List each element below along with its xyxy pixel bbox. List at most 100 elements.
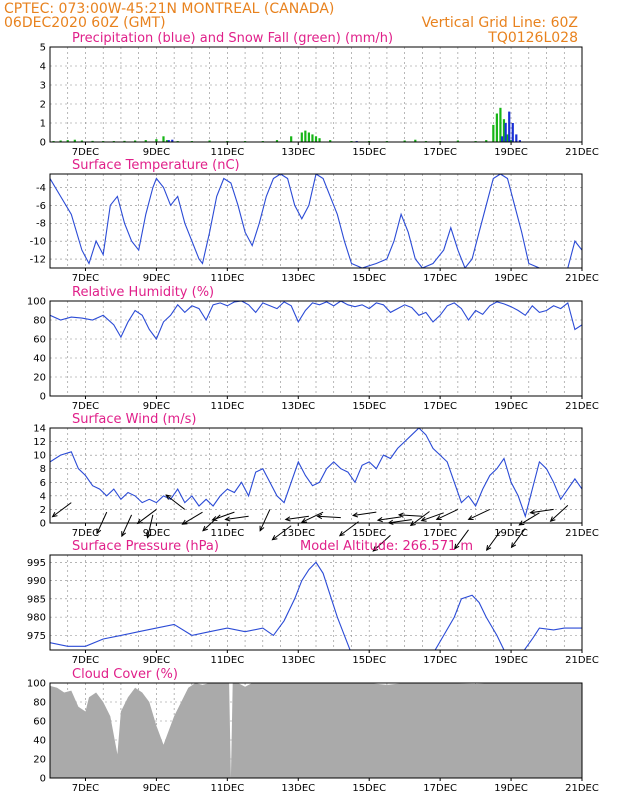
pressure-data: [50, 561, 582, 650]
snow-bar: [485, 140, 488, 142]
wind-arrow-head: [145, 532, 152, 539]
snow-bar: [329, 140, 332, 142]
wind-arrow-head: [51, 511, 58, 518]
precip-x-tick: 19DEC: [494, 147, 528, 158]
cloud-x-tick: 13DEC: [281, 783, 315, 794]
rh-data: [50, 301, 582, 341]
wind-x-tick: 13DEC: [281, 528, 315, 539]
cloud-x-tick: 9DEC: [143, 783, 170, 794]
precip-x-tick: 17DEC: [423, 147, 457, 158]
wind-arrow-head: [259, 525, 265, 532]
wind-data: [50, 428, 582, 519]
temp-line: [50, 174, 582, 268]
wind-arrow-head: [338, 530, 345, 537]
precip-y-tick: 4: [40, 62, 46, 73]
wind-arrow-shaft: [486, 530, 501, 551]
pressure-y-tick: 975: [27, 631, 46, 642]
precip-x-tick: 21DEC: [565, 147, 599, 158]
temp-x-tick: 19DEC: [494, 273, 528, 284]
wind-arrow-shaft: [421, 512, 444, 522]
snow-bar: [318, 138, 321, 142]
wind-y-tick: 10: [33, 451, 46, 462]
temp-y-tick: -10: [30, 237, 46, 248]
wind-x-tick: 21DEC: [565, 528, 599, 539]
wind-line: [50, 428, 582, 519]
precip-bar: [167, 140, 170, 142]
pressure-y-tick: 980: [27, 613, 46, 624]
temp-y-tick: -6: [36, 201, 46, 212]
precip-bar: [511, 123, 514, 142]
temp-frame: [49, 173, 583, 269]
wind-arrow-shaft: [377, 516, 402, 521]
wind-arrow-head: [202, 525, 208, 532]
snow-bar: [495, 113, 498, 142]
snow-bar: [300, 132, 303, 142]
header-code: TQ0126L028: [487, 30, 578, 46]
wind-arrow-head: [529, 509, 536, 515]
rh-x-tick: 19DEC: [494, 401, 528, 412]
pressure-x-tick: 13DEC: [281, 655, 315, 666]
snow-bar: [155, 139, 158, 142]
wind-arrow-shaft: [301, 511, 324, 523]
wind-x-tick: 19DEC: [494, 528, 528, 539]
rh-y-tick: 20: [33, 373, 46, 384]
wind-arrow-head: [351, 512, 359, 518]
cloud-y-tick: 100: [27, 679, 46, 690]
temp-x-tick: 21DEC: [565, 273, 599, 284]
wind-arrow-head: [372, 546, 379, 552]
pressure-x-tick: 21DEC: [565, 655, 599, 666]
temp-x-tick: 13DEC: [281, 273, 315, 284]
temp-x-tick: 9DEC: [143, 273, 170, 284]
rh-y-tick: 60: [33, 335, 46, 346]
wind-arrow-shaft: [272, 525, 292, 541]
wind-arrow-shaft: [121, 514, 133, 537]
wind-arrow-head: [224, 516, 231, 522]
wind-arrow-head: [211, 516, 218, 522]
precip-bar: [501, 136, 504, 142]
header-location: CPTEC: 073:00W-45:21N MONTREAL (CANADA): [4, 1, 334, 17]
rh-x-tick: 17DEC: [423, 401, 457, 412]
wind-arrow-shaft: [550, 504, 569, 522]
cloud-frame: [49, 682, 583, 779]
wind-title: Surface Wind (m/s): [72, 412, 196, 427]
precip-title: Precipitation (blue) and Snow Fall (gree…: [72, 31, 393, 46]
rh-line: [50, 301, 582, 341]
pressure-x-tick: 15DEC: [352, 655, 386, 666]
precip-x-tick: 7DEC: [72, 147, 99, 158]
rh-x-tick: 7DEC: [72, 401, 99, 412]
wind-arrow-shaft: [225, 515, 249, 521]
pressure-x-tick: 19DEC: [494, 655, 528, 666]
wind-y-tick: 4: [40, 491, 46, 502]
precip-bar: [508, 111, 511, 142]
rh-x-tick: 21DEC: [565, 401, 599, 412]
cloud-y-tick: 60: [33, 717, 46, 728]
cloud-y-tick: 0: [40, 774, 46, 785]
snow-bar: [499, 107, 502, 142]
snow-bar: [134, 140, 137, 142]
wind-arrow-shaft: [353, 511, 377, 516]
wind-arrow-shaft: [182, 511, 203, 525]
wind-y-tick: 12: [33, 437, 46, 448]
wind-arrow-head: [165, 494, 172, 500]
snow-bar: [80, 140, 84, 142]
wind-arrow-head: [96, 528, 102, 535]
wind-x-tick: 15DEC: [352, 528, 386, 539]
header-grid-note: Vertical Grid Line: 60Z: [422, 15, 578, 31]
pressure-annotation: Model Altitude: 266.571 m: [300, 539, 473, 554]
cloud-y-tick: 20: [33, 755, 46, 766]
cloud-x-tick: 11DEC: [210, 783, 244, 794]
wind-frame: [49, 427, 583, 524]
pressure-title: Surface Pressure (hPa): [72, 539, 219, 554]
snow-bar: [403, 140, 406, 142]
precip-frame: [49, 46, 583, 143]
cloud-y-tick: 80: [33, 698, 46, 709]
precip-bar: [515, 134, 518, 142]
wind-arrow-head: [376, 516, 383, 523]
pressure-y-tick: 985: [27, 594, 46, 605]
wind-x-tick: 17DEC: [423, 528, 457, 539]
pressure-line: [50, 561, 582, 650]
wind-y-tick: 0: [40, 519, 46, 530]
cloud-panel: 0 20 40 60 80 100 7DEC 9DEC 11DEC 13DEC 15DEC 17DEC…: [27, 667, 599, 794]
precip-x-tick: 11DEC: [210, 147, 244, 158]
wind-arrow-shaft: [468, 508, 491, 520]
